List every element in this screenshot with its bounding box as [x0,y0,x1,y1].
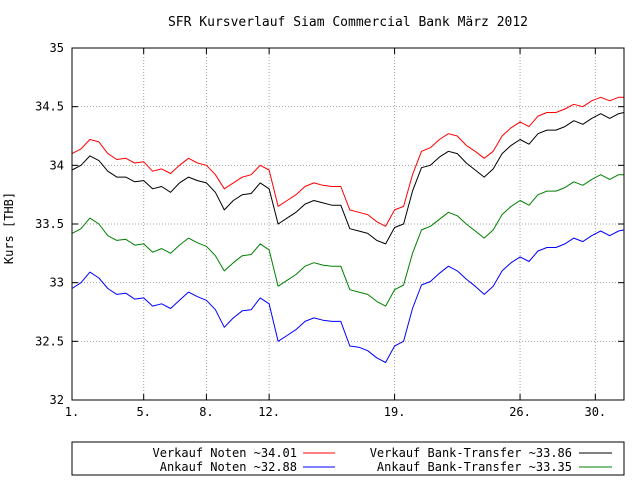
legend-label: Verkauf Noten ~34.01 [153,446,298,460]
y-axis-label: Kurs [THB] [2,192,16,264]
y-tick-label: 34.5 [35,100,64,114]
x-tick-label: 8. [199,405,213,419]
y-tick-label: 33 [50,276,64,290]
x-tick-label: 1. [65,405,79,419]
y-tick-label: 32.5 [35,334,64,348]
ticks: 32 32.5 33 33.5 34 34.5 35 1. 5. 8. 12. 19. 26. 30. [35,41,624,419]
legend-label: Ankauf Noten ~32.88 [160,460,297,474]
y-tick-label: 35 [50,41,64,55]
y-tick-label: 34 [50,158,64,172]
series-line-2 [71,112,625,245]
series-line-1 [71,96,624,227]
legend: Verkauf Noten ~34.01 Verkauf Bank-Transfe… [71,441,625,476]
y-tick-label: 33.5 [35,217,64,231]
series-line-3 [71,174,624,307]
x-tick-label: 5. [136,405,150,419]
x-tick-label: 12. [258,405,280,419]
legend-box [71,441,625,476]
series-layer [71,96,625,363]
x-tick-label: 26. [509,405,531,419]
y-tick-label: 32 [50,393,64,407]
x-tick-label: 30. [584,405,606,419]
chart-title: SFR Kursverlauf Siam Commercial Bank Mär… [168,15,528,30]
series-line-4 [71,229,625,363]
legend-label: Ankauf Bank-Transfer ~33.35 [377,460,572,474]
x-tick-label: 19. [384,405,406,419]
legend-label: Verkauf Bank-Transfer ~33.86 [370,446,572,460]
